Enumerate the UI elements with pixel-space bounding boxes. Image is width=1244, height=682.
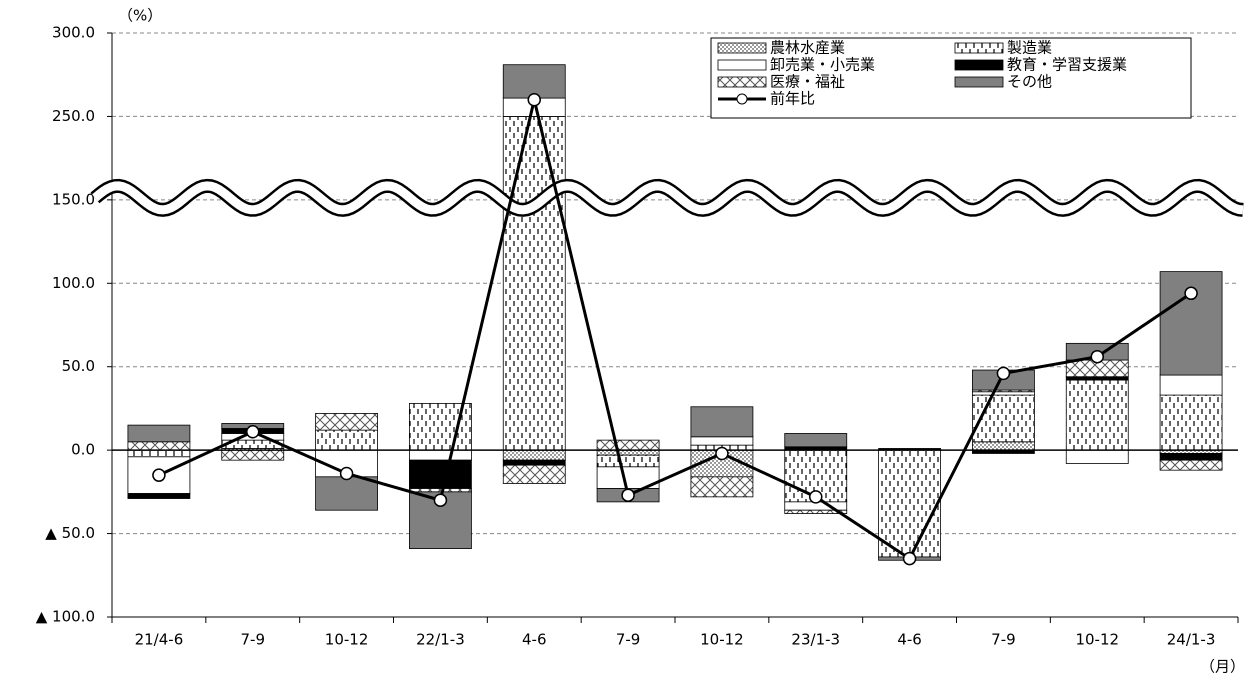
bar-segment — [315, 476, 378, 511]
bar-segment — [690, 476, 754, 498]
bar-segment — [1065, 449, 1129, 464]
bar-segment — [409, 459, 472, 489]
x-tick-label: 21/4-6 — [135, 631, 184, 649]
bar-segment — [1159, 453, 1223, 461]
line-marker — [715, 446, 729, 461]
bar-segment — [409, 488, 472, 493]
line-marker — [809, 490, 823, 504]
bar-segment — [972, 441, 1035, 451]
bar-segment — [221, 449, 285, 461]
bar-segment — [127, 424, 191, 443]
legend-box — [710, 37, 1192, 119]
bar-segment — [409, 449, 472, 461]
bar-segment — [127, 493, 191, 499]
line-marker — [1090, 349, 1104, 364]
legend-label: 製造業 — [1007, 39, 1052, 57]
legend-label: 前年比 — [770, 90, 815, 108]
y-tick-label: 250.0 — [52, 107, 95, 125]
bar-segment — [878, 449, 941, 558]
bar-segment — [596, 454, 660, 468]
y-unit: （%） — [118, 7, 162, 25]
legend-swatch — [717, 59, 767, 71]
line — [158, 99, 1192, 561]
bar-segment — [784, 433, 848, 448]
x-tick-label: 7-9 — [241, 631, 266, 649]
line-marker — [527, 92, 541, 107]
legend-label: 医療・福祉 — [770, 73, 845, 91]
y-tick-label: 300.0 — [52, 24, 95, 42]
bar-segment — [502, 464, 566, 484]
bar-segment — [1065, 376, 1129, 381]
x-tick-label: 23/1-3 — [791, 631, 840, 649]
bar-segment — [502, 116, 566, 451]
bar-segment — [972, 391, 1035, 396]
line-marker — [339, 466, 354, 481]
bar-segment — [315, 413, 378, 431]
bar-segment — [502, 64, 566, 99]
legend-label: 農林水産業 — [770, 39, 845, 57]
bar-segment — [784, 509, 848, 514]
line-marker — [433, 493, 448, 507]
y-tick-label: ▲ 50.0 — [45, 524, 95, 542]
line-marker — [152, 468, 166, 482]
legend-label: 教育・学習支援業 — [1007, 56, 1127, 74]
legend-swatch — [954, 42, 1004, 54]
y-tick-label: 50.0 — [62, 357, 95, 375]
line-marker — [246, 425, 260, 439]
bar-segment — [1065, 379, 1129, 451]
bar-segment — [972, 394, 1035, 443]
legend-swatch — [954, 59, 1004, 71]
bar-segment — [690, 406, 754, 438]
x-tick-label: 10-12 — [700, 631, 744, 649]
bar-segment — [1159, 374, 1223, 396]
bar-segment — [596, 449, 660, 456]
bar-segment — [1159, 459, 1223, 471]
axis-break — [92, 181, 1244, 215]
y-tick-label: ▲ 100.0 — [36, 608, 95, 626]
x-tick-label: 7-9 — [991, 631, 1016, 649]
line-marker — [1184, 286, 1198, 301]
x-tick-label: 7-9 — [616, 631, 641, 649]
y-tick-label: 150.0 — [52, 190, 95, 208]
x-tick-label: 4-6 — [897, 631, 922, 649]
legend-label: その他 — [1007, 73, 1052, 91]
y-tick-label: 0.0 — [71, 441, 95, 459]
bar-segment — [596, 439, 660, 451]
x-tick-label: 22/1-3 — [416, 631, 465, 649]
x-tick-label: 10-12 — [325, 631, 369, 649]
bar-segment — [315, 429, 378, 451]
bar-segment — [502, 459, 566, 466]
bar-segment — [127, 449, 191, 458]
bar-segment — [1159, 394, 1223, 451]
line-marker — [902, 551, 917, 566]
line-marker — [621, 488, 635, 502]
line-marker — [996, 366, 1011, 381]
x-tick-label: 4-6 — [522, 631, 547, 649]
legend-swatch — [717, 42, 767, 54]
x-tick-label: 10-12 — [1075, 631, 1119, 649]
bar-segment — [127, 441, 191, 451]
legend-swatch — [717, 76, 767, 88]
legend-label: 卸売業・小売業 — [770, 56, 875, 74]
bar-segment — [690, 436, 754, 446]
x-tick-label: 24/1-3 — [1167, 631, 1216, 649]
x-unit: （月） — [1200, 658, 1244, 676]
bar-segment — [502, 449, 566, 461]
y-tick-label: 100.0 — [52, 274, 95, 292]
legend-marker — [736, 93, 748, 105]
legend-swatch — [954, 76, 1004, 88]
